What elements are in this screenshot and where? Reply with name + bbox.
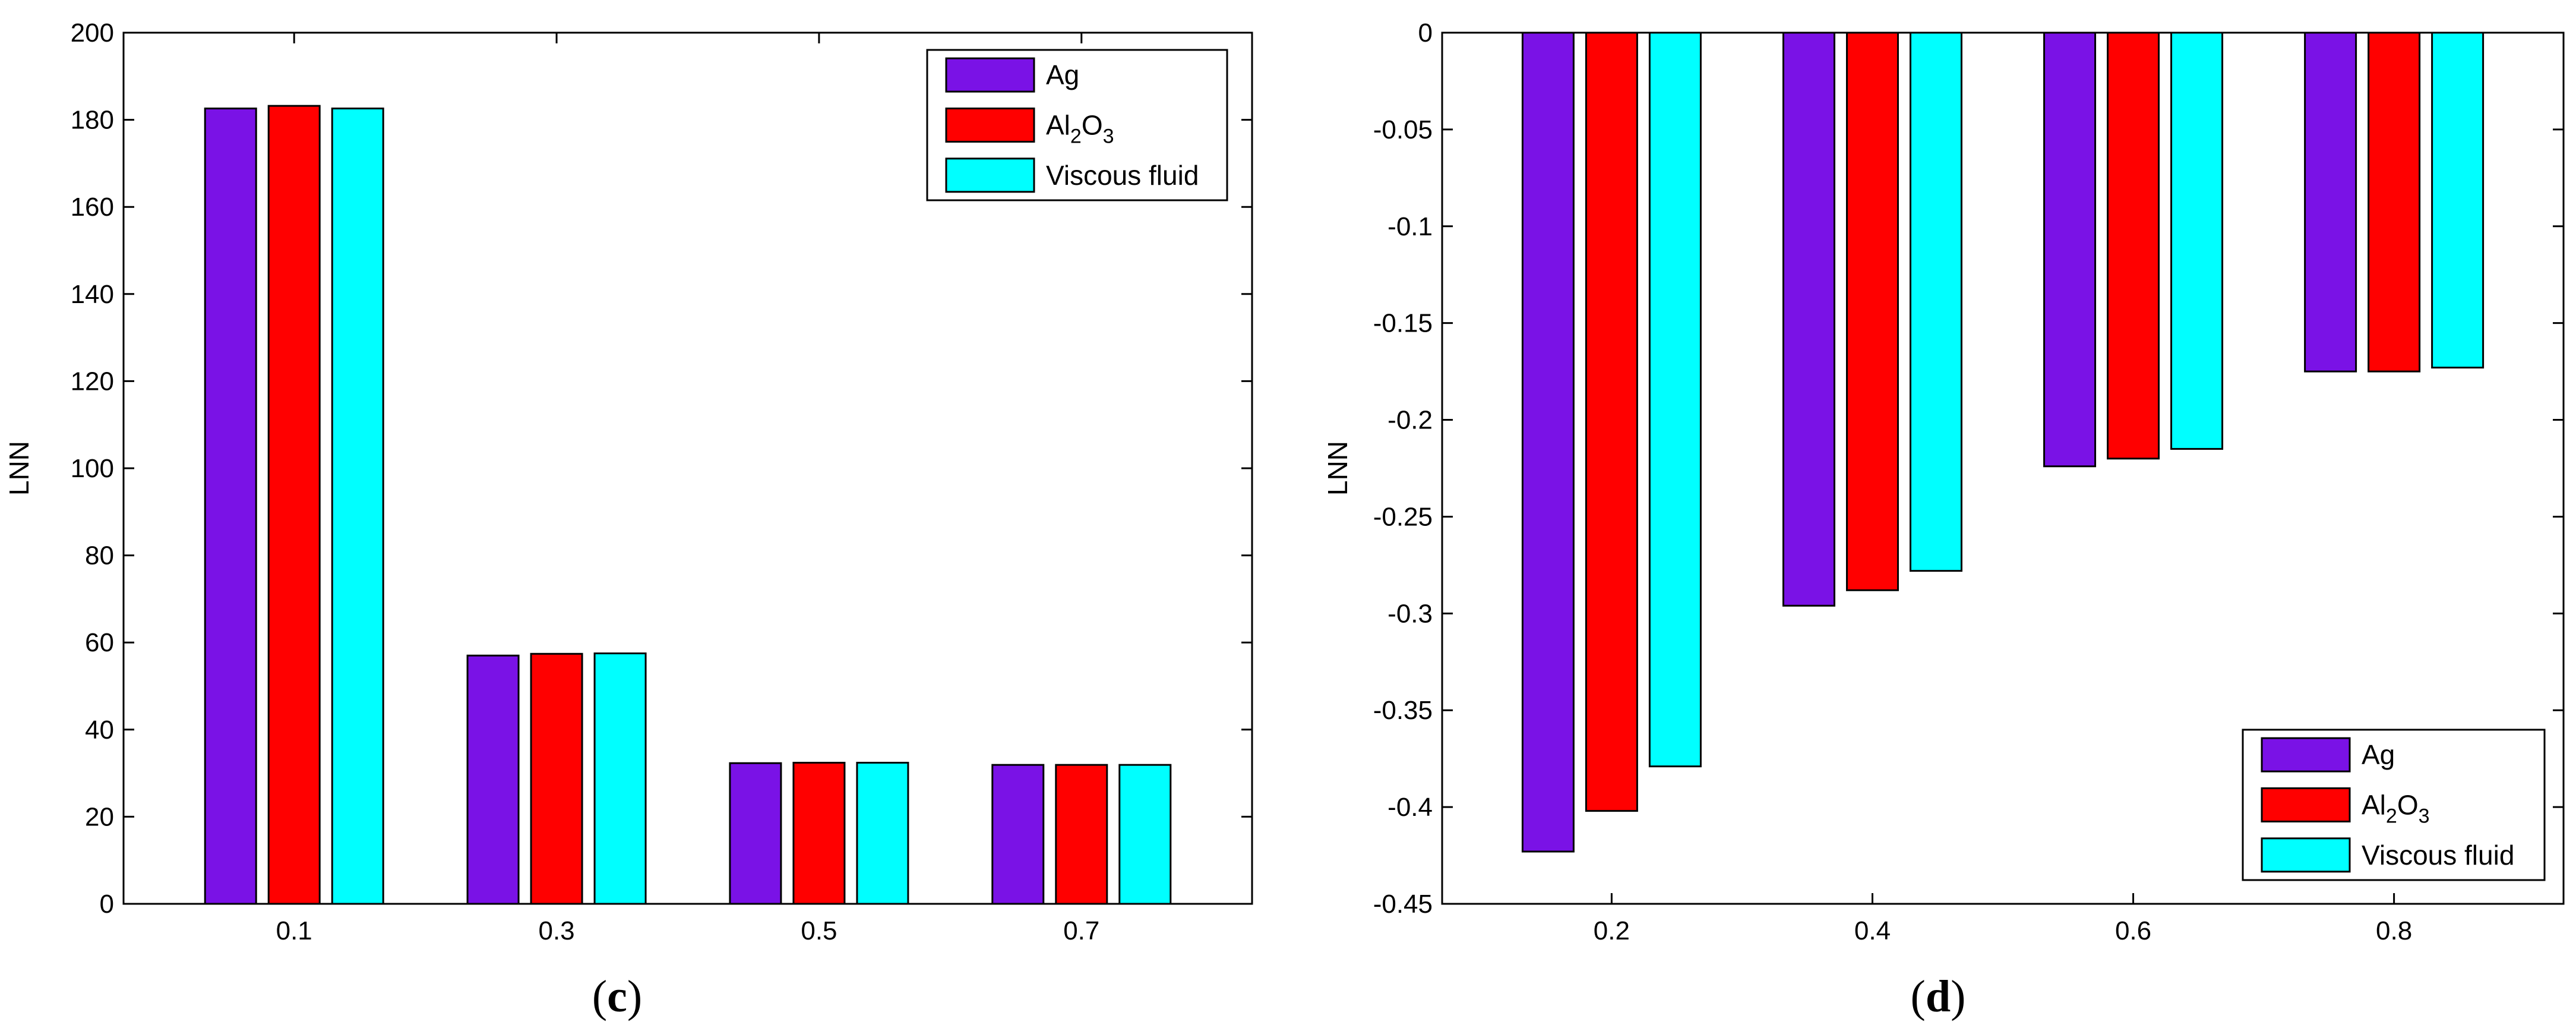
legend-entry-label: Al2O3	[1046, 110, 1114, 148]
y-tick-label: 100	[71, 454, 114, 483]
bar-viscous-fluid-0.3	[593, 652, 647, 905]
bar-viscous-fluid-0.2	[1648, 31, 1702, 768]
legend-entry-label: Ag	[1046, 59, 1079, 90]
legend: Ag Al2O3 Viscous fluid	[926, 49, 1228, 201]
panel-d-chart: -0.45 -0.4 -0.35 -0.3 -0.25 -0.2 -0.15 -0.1 -0.0…	[1322, 18, 2565, 1021]
bar-al2o3-0.7	[1055, 764, 1108, 905]
y-tick-label: 200	[71, 18, 114, 48]
legend-entry-label: Al2O3	[2362, 790, 2430, 828]
x-tick-label: 0.1	[276, 916, 312, 945]
bar-ag-0.8	[2304, 31, 2357, 373]
panel-label-letter: c	[607, 972, 627, 1021]
bar-viscous-fluid-0.6	[2170, 31, 2224, 450]
bar-al2o3-0.2	[1585, 31, 1638, 812]
bar-viscous-fluid-0.1	[331, 108, 384, 905]
bar-al2o3-0.6	[2107, 31, 2160, 460]
panel-label-close: )	[1951, 972, 1965, 1021]
legend-subscript: 3	[2419, 805, 2430, 828]
y-tick-label: -0.1	[1387, 212, 1433, 241]
legend-entry-label: Viscous fluid	[1046, 160, 1199, 191]
legend-text-part: O	[2397, 790, 2419, 821]
y-axis-label: LNN	[4, 441, 34, 496]
legend-swatch	[945, 57, 1035, 93]
bar-ag-0.6	[2043, 31, 2097, 468]
bar-ag-0.2	[1521, 31, 1575, 853]
x-tick-label: 0.8	[2376, 916, 2412, 945]
y-tick-label: 80	[85, 541, 114, 570]
x-tick-label: 0.6	[2115, 916, 2151, 945]
legend-swatch	[2261, 837, 2351, 873]
y-tick-label: 0	[1418, 18, 1433, 48]
x-tick-label: 0.5	[801, 916, 837, 945]
legend-swatch	[945, 157, 1035, 193]
bar-viscous-fluid-0.5	[856, 762, 909, 905]
legend-swatch	[2261, 737, 2351, 773]
y-tick-label: 60	[85, 628, 114, 657]
panel-label: (d)	[1911, 972, 1966, 1021]
y-tick-label: 160	[71, 193, 114, 222]
legend-text-part: Viscous fluid	[1046, 160, 1199, 191]
legend: Ag Al2O3 Viscous fluid	[2242, 729, 2546, 881]
y-tick-label: -0.2	[1387, 406, 1433, 435]
bar-al2o3-0.1	[267, 105, 321, 905]
legend-text-part: O	[1082, 110, 1103, 141]
legend-subscript: 2	[2386, 805, 2397, 828]
y-tick-label: -0.4	[1387, 793, 1433, 822]
panel-label-close: )	[627, 972, 642, 1021]
legend-text-part: Ag	[2362, 739, 2395, 770]
legend-frame	[926, 49, 1228, 201]
legend-subscript: 3	[1103, 125, 1114, 148]
x-tick-label: 0.4	[1854, 916, 1891, 945]
y-tick-label: -0.35	[1373, 696, 1433, 725]
bar-viscous-fluid-0.4	[1909, 31, 1962, 572]
y-tick-label: 180	[71, 106, 114, 135]
y-tick-label: -0.45	[1373, 890, 1433, 919]
bar-viscous-fluid-0.8	[2431, 31, 2485, 369]
y-tick-label: 140	[71, 280, 114, 309]
legend-swatch	[2261, 787, 2351, 822]
bar-ag-0.3	[466, 654, 520, 905]
y-tick-label: -0.3	[1387, 599, 1433, 628]
legend-text-part: Al	[2362, 790, 2386, 821]
legend-entry-label: Ag	[2362, 739, 2395, 770]
bar-ag-0.4	[1782, 31, 1835, 607]
legend-subscript: 2	[1070, 125, 1082, 148]
y-tick-label: 20	[85, 802, 114, 831]
legend-frame	[2242, 729, 2546, 881]
panel-label-open: (	[592, 972, 607, 1021]
y-tick-label: -0.05	[1373, 115, 1433, 144]
legend-text-part: Ag	[1046, 59, 1079, 90]
panel-label-letter: d	[1926, 972, 1951, 1021]
y-axis-label: LNN	[1322, 441, 1353, 496]
bar-al2o3-0.3	[530, 652, 583, 905]
plot-area-frame	[1441, 31, 2565, 905]
x-tick-label: 0.2	[1594, 916, 1630, 945]
bar-al2o3-0.5	[792, 762, 846, 905]
legend-swatch	[945, 108, 1035, 143]
bar-al2o3-0.8	[2368, 31, 2421, 373]
panel-label: (c)	[592, 972, 642, 1021]
legend-text-part: Viscous fluid	[2362, 840, 2514, 871]
bar-al2o3-0.4	[1845, 31, 1899, 591]
x-tick-label: 0.7	[1063, 916, 1099, 945]
panel-label-open: (	[1911, 972, 1926, 1021]
bar-ag-0.7	[991, 764, 1045, 905]
y-tick-label: 40	[85, 715, 114, 745]
bar-viscous-fluid-0.7	[1118, 764, 1172, 905]
y-tick-label: 120	[71, 367, 114, 396]
y-tick-label: 0	[100, 890, 114, 919]
x-tick-label: 0.3	[538, 916, 574, 945]
y-tick-label: -0.25	[1373, 502, 1433, 531]
legend-text-part: Al	[1046, 110, 1070, 141]
y-tick-label: -0.15	[1373, 309, 1433, 338]
panel-c-chart: 0 20 40 60 80 100 120 140 160 180 200 0.1 0.3 0.5 0.7 L…	[4, 18, 1253, 1021]
bar-ag-0.5	[729, 762, 782, 905]
legend-entry-label: Viscous fluid	[2362, 840, 2514, 871]
bar-ag-0.1	[204, 108, 257, 905]
